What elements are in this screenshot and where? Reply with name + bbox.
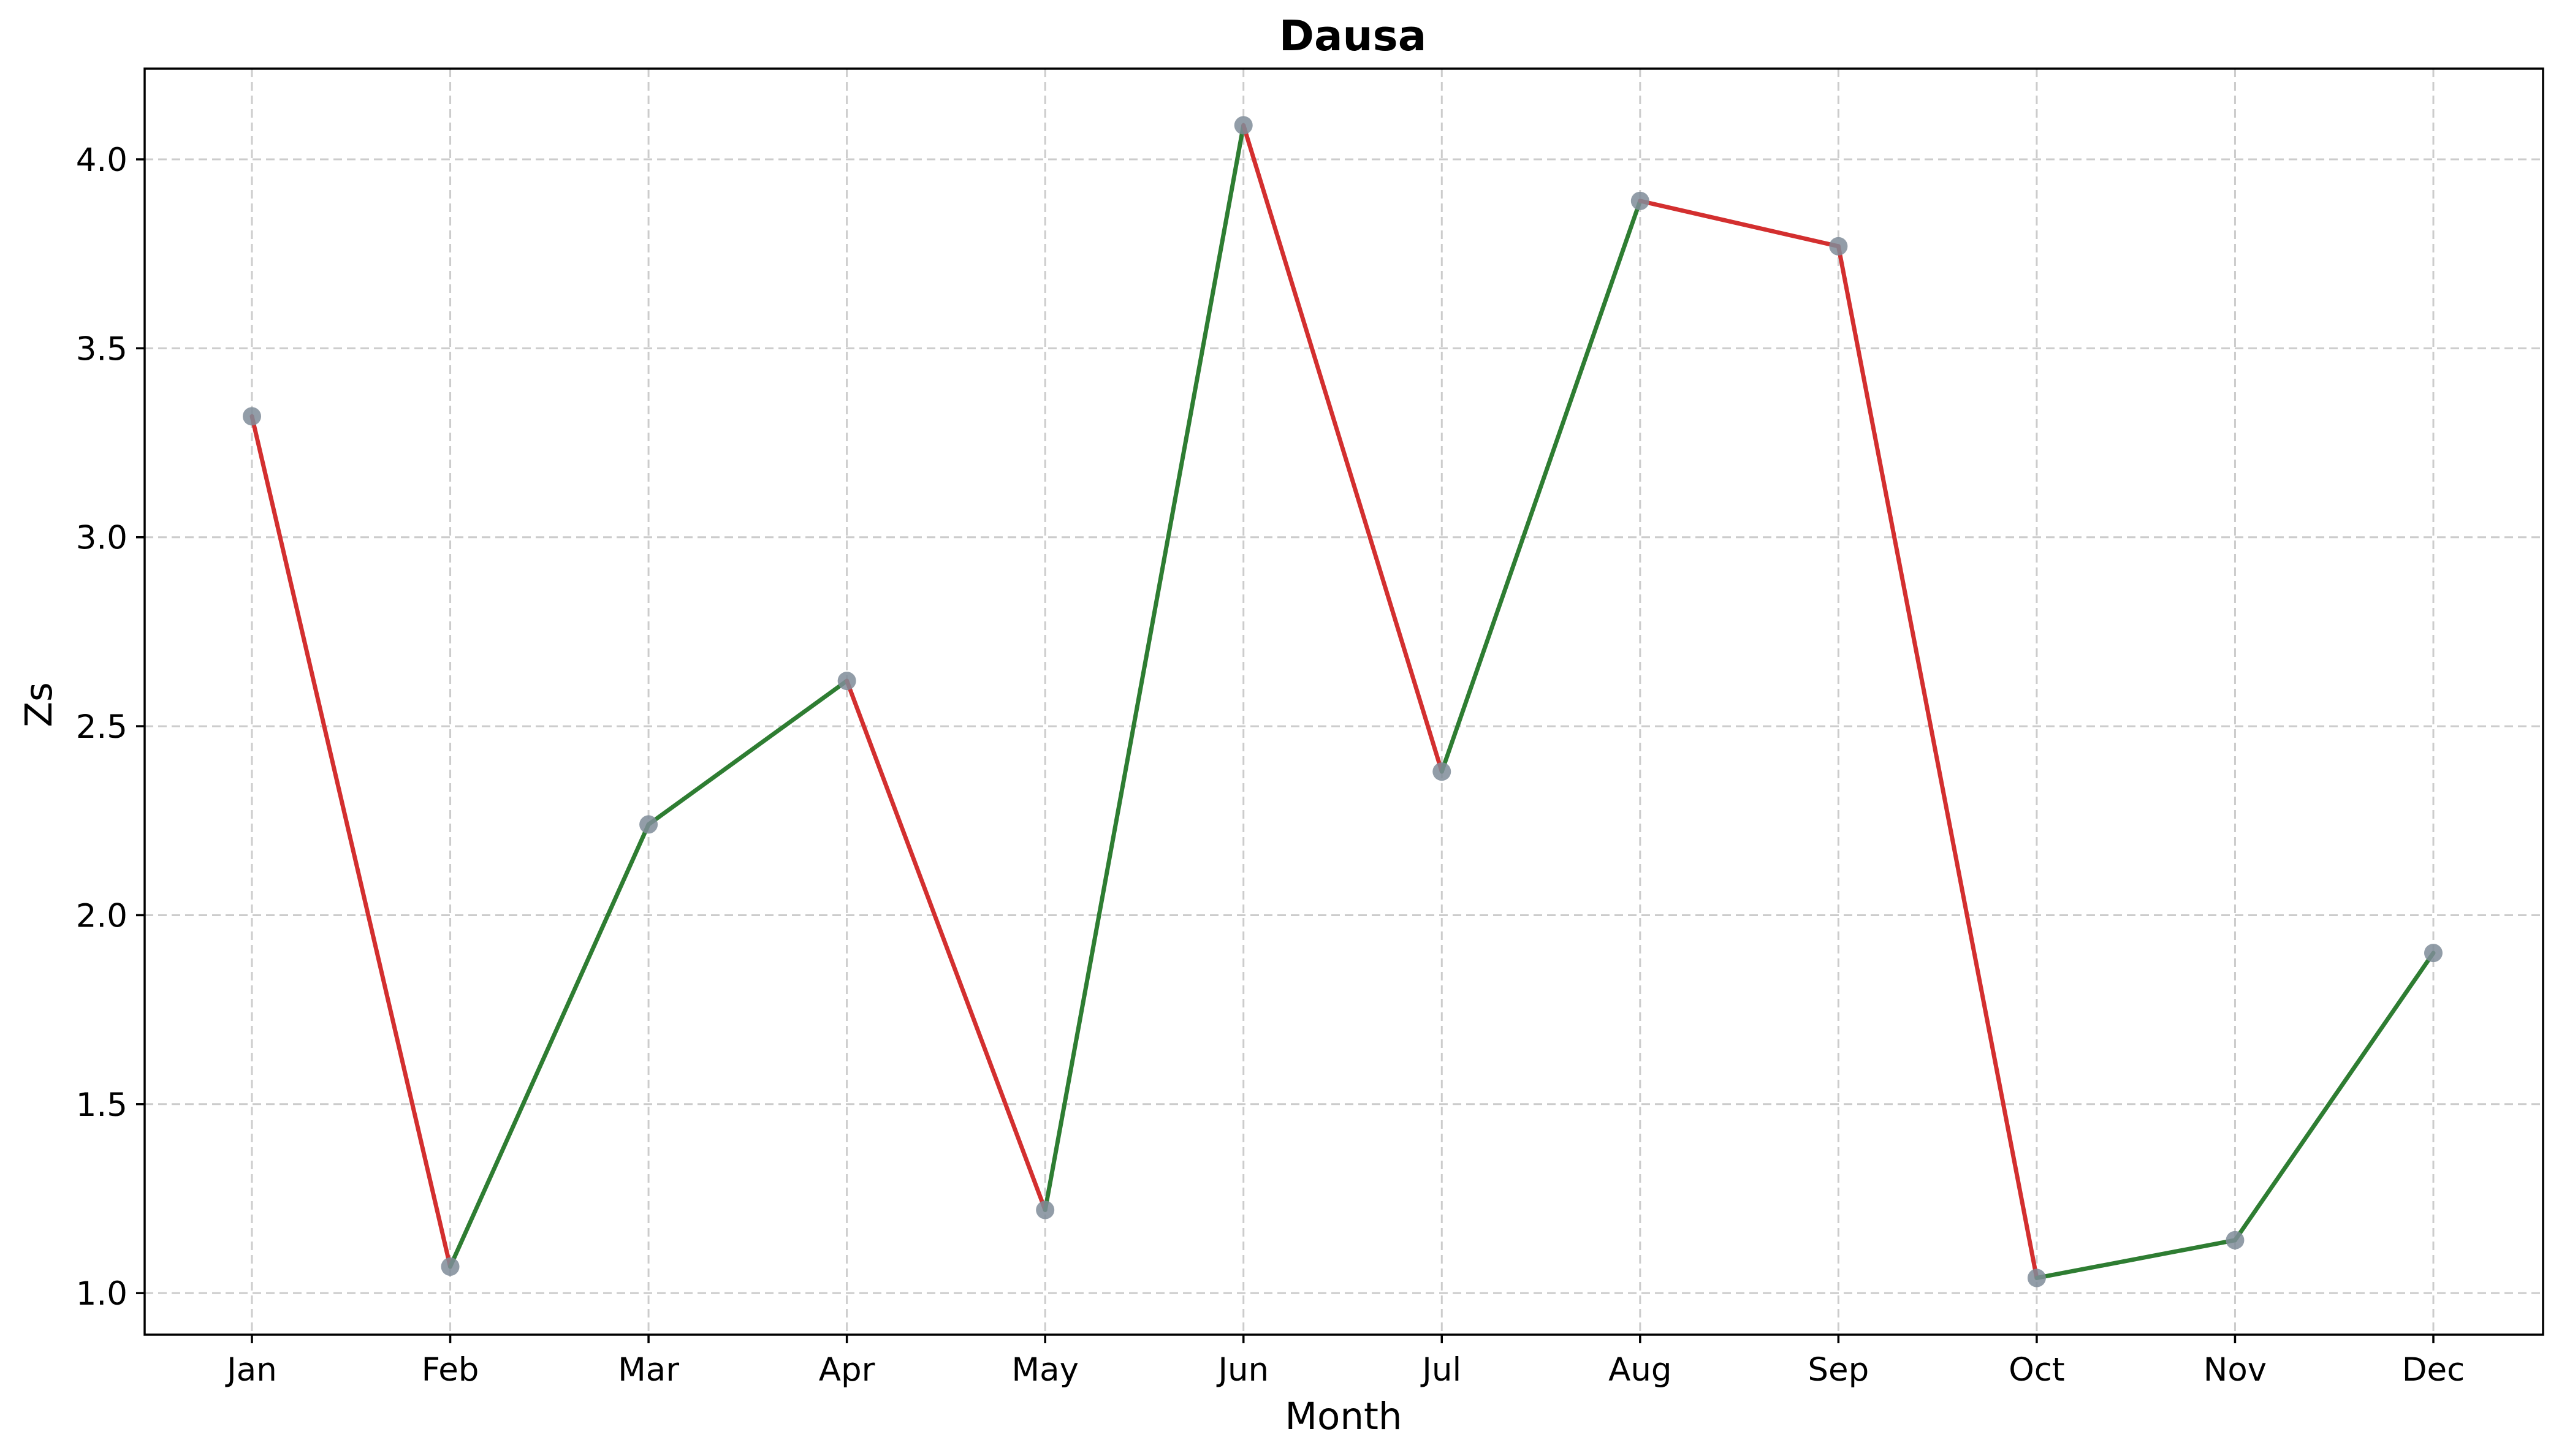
data-point: [1432, 762, 1451, 781]
x-tick-label: Oct: [2009, 1351, 2065, 1389]
y-tick-label: 2.5: [76, 708, 127, 746]
data-point: [2226, 1230, 2245, 1249]
data-point: [639, 815, 658, 834]
line-segment-increase: [1439, 199, 1643, 774]
data-point: [441, 1257, 460, 1276]
y-tick-label: 1.5: [76, 1086, 127, 1124]
x-tick-label: Jan: [225, 1351, 277, 1389]
y-tick-label: 3.5: [76, 330, 127, 368]
series-layer: [249, 123, 2436, 1280]
y-axis-ticks: 1.0 1.5 2.0 2.5 3.0 3.5 4.0: [76, 142, 145, 1313]
line-segment-decrease: [1241, 123, 1444, 774]
line-segment-decrease: [249, 414, 453, 1269]
line-segment-increase: [2232, 950, 2436, 1243]
chart-title: Dausa: [1279, 12, 1427, 61]
x-tick-label: Jun: [1216, 1351, 1269, 1389]
line-segment-increase: [2034, 1238, 2237, 1280]
data-point: [1829, 237, 1848, 256]
plot-frame: [143, 67, 2544, 1336]
marker-layer: [243, 116, 2443, 1287]
x-axis-label: Month: [1285, 1395, 1402, 1438]
x-tick-label: May: [1011, 1351, 1079, 1389]
y-tick-label: 2.0: [76, 897, 127, 935]
data-point: [1234, 116, 1253, 135]
line-segment-increase: [646, 678, 850, 827]
x-tick-label: Mar: [618, 1351, 679, 1389]
x-axis-ticks: Jan Feb Mar Apr May Jun Jul Aug Sep Oct Nov Dec: [225, 1335, 2465, 1389]
line-segment-decrease: [1836, 244, 2039, 1280]
x-tick-label: Jul: [1420, 1351, 1461, 1389]
data-point: [2424, 944, 2443, 963]
line-segment-increase: [448, 822, 651, 1269]
y-tick-label: 1.0: [76, 1275, 127, 1313]
line-segment-decrease: [845, 678, 1048, 1212]
y-axis-label: Zs: [17, 682, 61, 727]
x-tick-label: Aug: [1608, 1351, 1672, 1389]
data-point: [2027, 1268, 2046, 1287]
data-point: [1036, 1200, 1055, 1219]
data-point: [1630, 191, 1649, 210]
x-tick-label: Nov: [2203, 1351, 2267, 1389]
y-tick-label: 3.0: [76, 520, 127, 557]
x-tick-label: Sep: [1808, 1351, 1869, 1389]
x-tick-label: Feb: [422, 1351, 479, 1389]
line-segment-increase: [1043, 123, 1246, 1212]
data-point: [243, 407, 261, 426]
grid-layer: [145, 69, 2543, 1335]
x-tick-label: Dec: [2402, 1351, 2465, 1389]
data-point: [837, 672, 856, 691]
line-segment-decrease: [1638, 199, 1841, 249]
y-tick-label: 4.0: [76, 142, 127, 179]
x-tick-label: Apr: [819, 1351, 875, 1389]
